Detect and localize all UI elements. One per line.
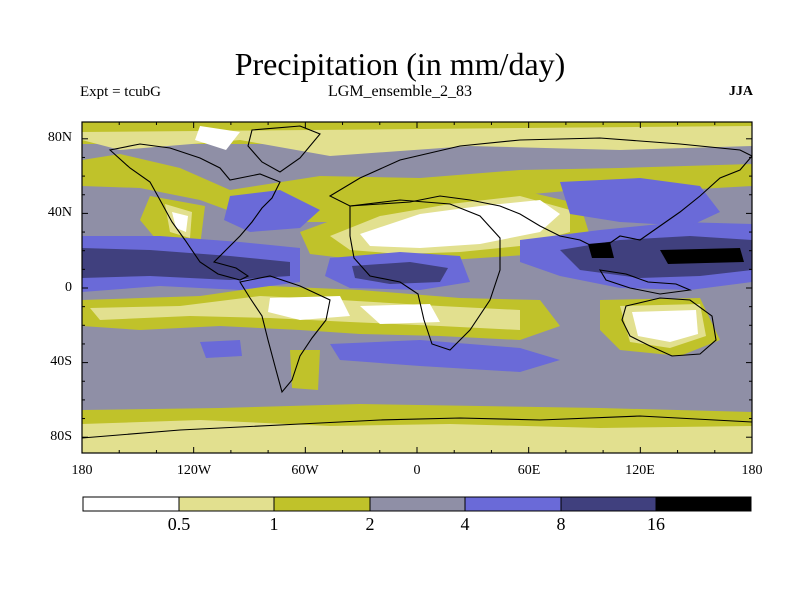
east-asia-wet (560, 178, 720, 226)
southern-ocean-wet (330, 340, 560, 372)
colorbar-swatch-2 (179, 497, 274, 511)
colorbar-label-2: 2 (366, 514, 375, 534)
sw-pacific-wet (200, 340, 242, 358)
lat-label-80s: 80S (50, 429, 72, 444)
experiment-label: Expt = tcubG (80, 84, 161, 100)
colorbar-swatch-5 (465, 497, 561, 511)
colorbar-swatch-4 (370, 497, 465, 511)
lon-label-180-left: 180 (72, 463, 93, 478)
colorbar-label-1: 1 (270, 514, 279, 534)
europe-asia-outline (328, 137, 752, 251)
antarctica-outline (82, 415, 752, 439)
lat-label-40n: 40N (48, 205, 72, 220)
colorbar-swatch-1 (83, 497, 179, 511)
atlantic-itcz-core (352, 262, 448, 284)
colorbar-label-4: 4 (461, 514, 470, 534)
lon-label-0: 0 (414, 463, 421, 478)
indonesia-outline (598, 269, 693, 295)
australia-dry (632, 310, 698, 342)
colorbar-label-8: 8 (557, 514, 566, 534)
colorbar-dividers (178, 497, 657, 511)
lat-axis-labels: 80N 40N 0 40S 80S (48, 130, 72, 444)
lon-label-60w: 60W (291, 463, 319, 478)
north-america-outline (108, 143, 281, 281)
australia-outline (621, 297, 717, 357)
patagonia-band (290, 350, 320, 390)
lat-label-80n: 80N (48, 130, 72, 145)
chart-title: Precipitation (in mm/day) (234, 46, 566, 82)
coastlines (82, 125, 752, 439)
colorbar-swatch-7 (656, 497, 751, 511)
sahara-dry (360, 200, 560, 248)
greenland-dry (195, 126, 240, 150)
lon-label-60e: 60E (518, 463, 541, 478)
bay-of-bengal-max (588, 242, 614, 258)
lon-axis-labels: 180 120W 60W 0 60E 120E 180 (72, 463, 763, 478)
colorbar-frame (82, 496, 752, 512)
run-name-label: LGM_ensemble_2_83 (328, 83, 472, 100)
season-label: JJA (728, 84, 753, 99)
lat-label-0: 0 (65, 280, 72, 295)
africa-outline (349, 199, 501, 351)
s-atlantic-dry (360, 304, 440, 324)
colorbar-label-0-5: 0.5 (168, 514, 191, 534)
lat-label-40s: 40S (50, 354, 72, 369)
colorbar: 0.5 1 2 4 8 16 (82, 496, 752, 534)
west-pacific-max (660, 248, 744, 264)
greenland-outline (247, 125, 321, 173)
antarctic-light (82, 420, 752, 453)
precipitation-field (82, 122, 752, 453)
lon-label-120w: 120W (177, 463, 212, 478)
lon-label-180-right: 180 (742, 463, 763, 478)
colorbar-swatch-6 (561, 497, 656, 511)
lon-label-120e: 120E (625, 463, 655, 478)
gulf-stream-wet (224, 190, 320, 232)
arctic-light-band (82, 126, 752, 156)
south-america-outline (239, 275, 331, 394)
axis-ticks (81, 122, 753, 453)
pacific-itcz-core (82, 248, 290, 280)
colorbar-swatch-3 (274, 497, 370, 511)
colorbar-label-16: 16 (647, 514, 665, 534)
